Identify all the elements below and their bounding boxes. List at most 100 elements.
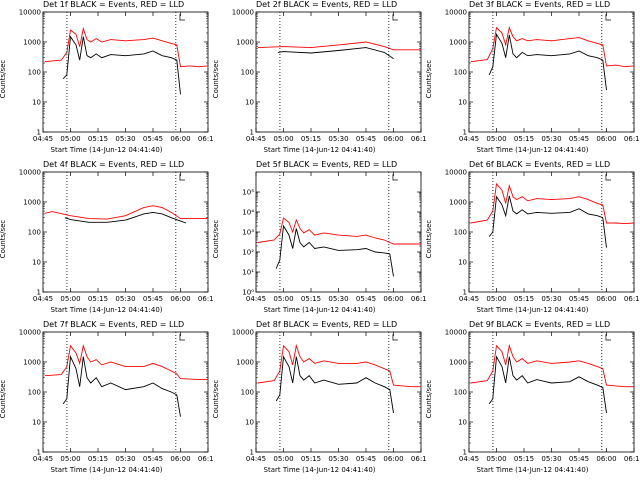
plot-svg: 04:45 05:00 05:15 05:30 05:45 06:00 06:15 1 10 10… xyxy=(445,9,639,144)
y-tick-label: 10⁴ xyxy=(242,209,254,217)
y-tick-label: 1 xyxy=(250,129,254,137)
plot-svg: 04:45 05:00 05:15 05:30 05:45 06:00 06:15 1 10 10… xyxy=(445,169,639,304)
y-tick-label: 1000 xyxy=(23,359,41,367)
x-tick-label: 05:00 xyxy=(60,295,80,303)
panel-title: Det 5f BLACK = Events, RED = LLD xyxy=(256,160,398,169)
x-tick-label: 05:45 xyxy=(356,295,376,303)
x-tick-label: 04:45 xyxy=(459,455,479,463)
x-tick-label: 05:45 xyxy=(569,135,589,143)
panel-title: Det 8f BLACK = Events, RED = LLD xyxy=(256,320,398,329)
detector-panel: Det 2f BLACK = Events, RED = LLD 04:45 05:… xyxy=(212,0,426,160)
y-tick-label: 10000 xyxy=(19,329,41,337)
x-tick-label: 04:45 xyxy=(246,295,266,303)
detector-panel: Det 5f BLACK = Events, RED = LLD 04:45 05:… xyxy=(212,160,426,320)
y-axis-label: Counts/sec xyxy=(425,379,433,419)
bracket-marker xyxy=(179,334,185,341)
x-tick-label: 05:30 xyxy=(328,455,348,463)
panel-title: Det 1f BLACK = Events, RED = LLD xyxy=(43,0,185,9)
x-tick-label: 05:45 xyxy=(569,295,589,303)
y-tick-label: 1000 xyxy=(449,359,467,367)
panel-title: Det 7f BLACK = Events, RED = LLD xyxy=(43,320,185,329)
panel-title: Det 6f BLACK = Events, RED = LLD xyxy=(469,160,611,169)
y-tick-label: 1000 xyxy=(236,359,254,367)
x-tick-label: 05:15 xyxy=(514,295,534,303)
y-tick-label: 1 xyxy=(37,449,41,457)
series-line-red xyxy=(470,182,635,225)
y-axis-label: Counts/sec xyxy=(212,219,220,259)
y-tick-label: 10⁰ xyxy=(242,289,254,297)
plot-svg: 04:45 05:00 05:15 05:30 05:45 06:00 06:15 1 10 10… xyxy=(445,329,639,464)
panel-title: Det 4f BLACK = Events, RED = LLD xyxy=(43,160,185,169)
y-tick-label: 10 xyxy=(245,99,254,107)
x-tick-label: 05:45 xyxy=(143,295,163,303)
y-axis-label: Counts/sec xyxy=(212,379,220,419)
x-tick-label: 06:00 xyxy=(383,455,403,463)
x-tick-label: 05:15 xyxy=(301,295,321,303)
x-tick-label: 06:00 xyxy=(170,135,190,143)
detector-panel: Det 4f BLACK = Events, RED = LLD 04:45 05:… xyxy=(0,160,213,320)
series-line-black xyxy=(277,47,394,59)
x-tick-label: 04:45 xyxy=(246,455,266,463)
y-tick-label: 10¹ xyxy=(242,269,254,277)
x-tick-label: 06:15 xyxy=(411,135,426,143)
series-line-black xyxy=(64,211,187,224)
y-axis-label: Counts/sec xyxy=(0,379,7,419)
x-tick-label: 05:00 xyxy=(60,135,80,143)
plot-svg: 04:45 05:00 05:15 05:30 05:45 06:00 06:15 1 10 10… xyxy=(19,9,213,144)
x-tick-label: 05:00 xyxy=(273,135,293,143)
plot-frame xyxy=(468,171,635,293)
series-line-red xyxy=(470,343,634,388)
x-tick-label: 05:15 xyxy=(88,455,108,463)
plot-frame xyxy=(255,171,422,293)
detector-panel: Det 6f BLACK = Events, RED = LLD 04:45 05:… xyxy=(425,160,639,320)
y-tick-label: 10² xyxy=(242,249,254,257)
series-line-black xyxy=(488,355,607,414)
y-tick-label: 10000 xyxy=(19,169,41,177)
series-line-red xyxy=(257,41,421,51)
bracket-marker xyxy=(605,14,611,21)
x-tick-label: 05:45 xyxy=(143,135,163,143)
y-tick-label: 100 xyxy=(241,69,254,77)
series-line-black xyxy=(62,35,181,95)
y-tick-label: 1000 xyxy=(449,39,467,47)
x-tick-label: 05:30 xyxy=(115,295,135,303)
x-tick-label: 05:30 xyxy=(328,295,348,303)
x-axis-label: Start Time (14-Jun-12 04:41:40) xyxy=(263,306,376,314)
x-tick-label: 05:15 xyxy=(301,455,321,463)
series-line-black xyxy=(62,354,181,417)
plot-svg: 04:45 05:00 05:15 05:30 05:45 06:00 06:15 1 10 10… xyxy=(232,329,426,464)
y-tick-label: 10000 xyxy=(232,329,254,337)
x-tick-label: 05:45 xyxy=(356,455,376,463)
bracket-marker xyxy=(605,334,611,341)
series-line-black xyxy=(275,355,394,414)
bracket-marker xyxy=(392,174,398,181)
x-axis-label: Start Time (14-Jun-12 04:41:40) xyxy=(50,306,163,314)
detector-panel: Det 1f BLACK = Events, RED = LLD 04:45 05:… xyxy=(0,0,213,160)
y-tick-label: 1 xyxy=(37,129,41,137)
series-line-black xyxy=(488,32,607,91)
x-tick-label: 05:00 xyxy=(486,455,506,463)
plot-frame xyxy=(255,11,422,133)
y-tick-label: 1000 xyxy=(449,199,467,207)
y-tick-label: 1 xyxy=(250,449,254,457)
series-line-black xyxy=(275,224,394,277)
x-tick-label: 04:45 xyxy=(33,135,53,143)
detector-panel: Det 9f BLACK = Events, RED = LLD 04:45 05:… xyxy=(425,320,639,480)
x-tick-label: 05:30 xyxy=(115,455,135,463)
x-axis-label: Start Time (14-Jun-12 04:41:40) xyxy=(263,146,376,154)
y-tick-label: 10 xyxy=(32,259,41,267)
y-tick-label: 10³ xyxy=(242,229,254,237)
y-tick-label: 10 xyxy=(458,99,467,107)
detector-panel: Det 3f BLACK = Events, RED = LLD 04:45 05:… xyxy=(425,0,639,160)
y-tick-label: 1 xyxy=(463,449,467,457)
y-tick-label: 10⁵ xyxy=(242,189,254,197)
plot-svg: 04:45 05:00 05:15 05:30 05:45 06:00 06:15 1 10 10… xyxy=(19,329,213,464)
x-tick-label: 05:45 xyxy=(143,455,163,463)
x-tick-label: 05:00 xyxy=(486,135,506,143)
x-axis-label: Start Time (14-Jun-12 04:41:40) xyxy=(476,306,589,314)
x-tick-label: 05:30 xyxy=(541,135,561,143)
x-tick-label: 05:30 xyxy=(328,135,348,143)
bracket-marker xyxy=(179,174,185,181)
series-line-red xyxy=(257,217,421,245)
x-tick-label: 05:45 xyxy=(356,135,376,143)
